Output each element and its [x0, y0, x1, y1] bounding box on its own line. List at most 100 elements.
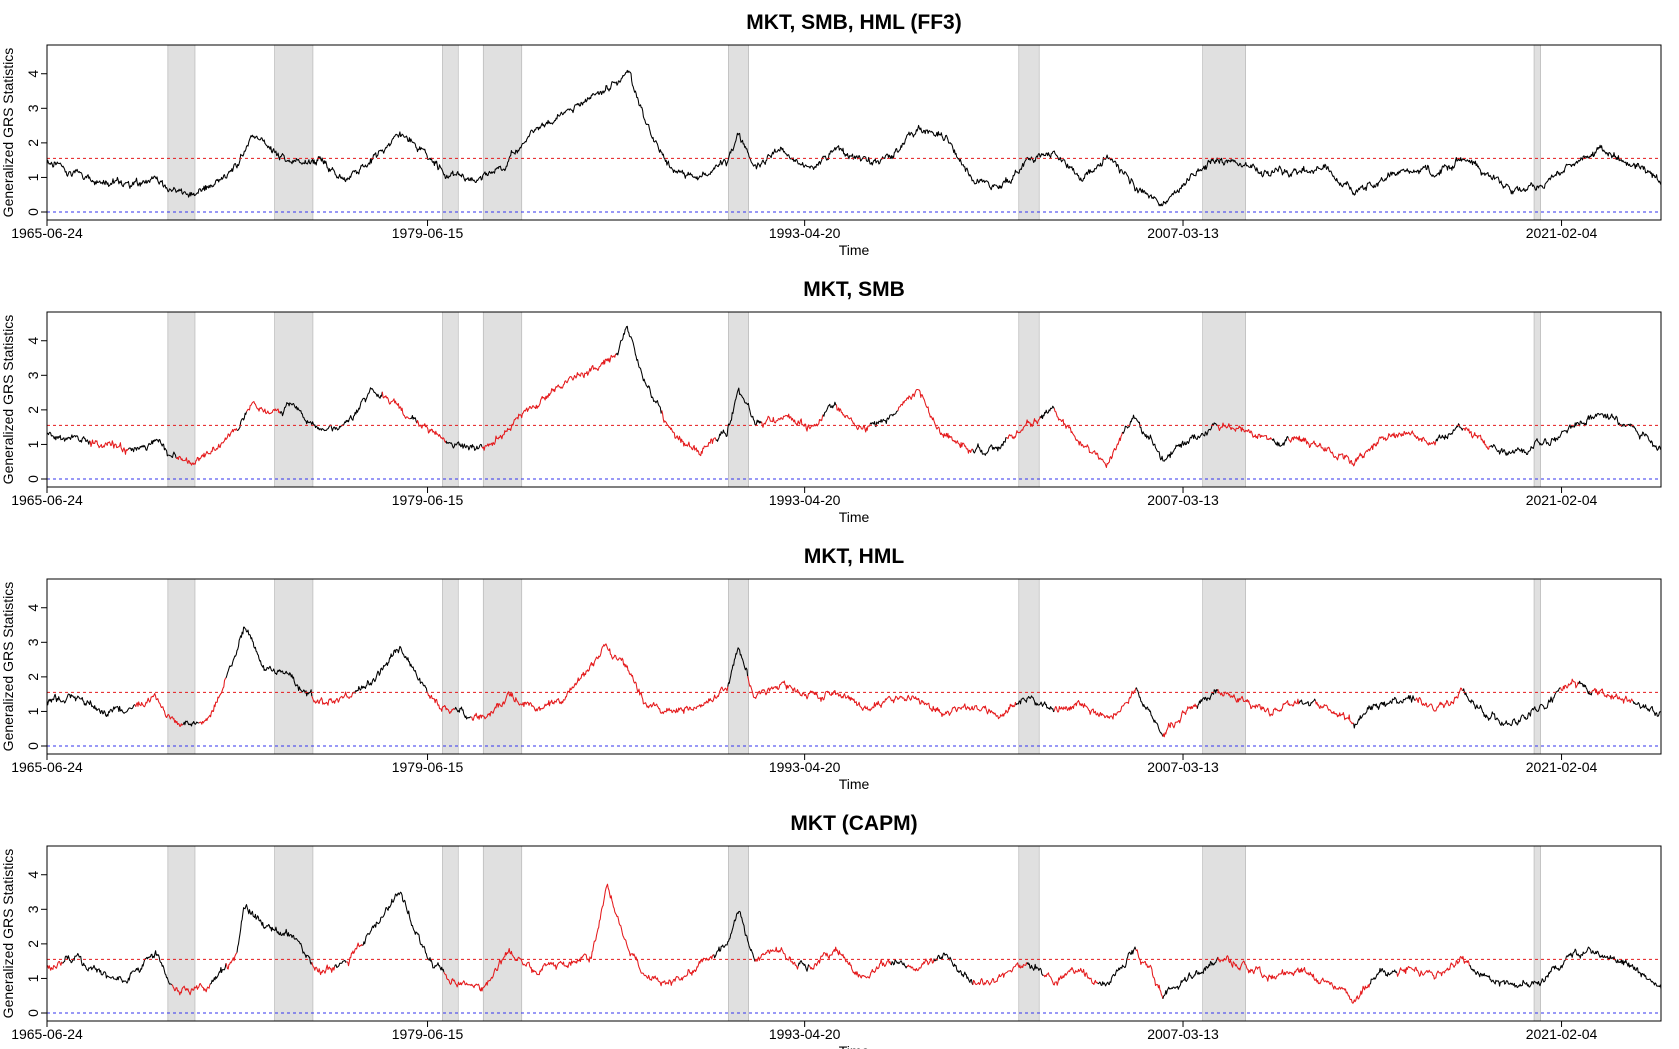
recession-band — [482, 44, 523, 221]
y-tick-label: 2 — [25, 406, 41, 414]
series-line — [972, 437, 1007, 456]
x-tick-label: 2007-03-13 — [1147, 225, 1219, 241]
series-line — [1578, 680, 1593, 696]
recession-band — [442, 311, 459, 488]
recession-band — [442, 578, 459, 755]
recession-band — [1018, 311, 1040, 488]
y-tick-label: 1 — [25, 974, 41, 982]
x-tick-label: 2007-03-13 — [1147, 1026, 1219, 1042]
series-line — [1469, 946, 1662, 989]
series-line — [46, 431, 91, 445]
y-tick-label: 2 — [25, 940, 41, 948]
recession-band — [1533, 44, 1541, 221]
series-line-rejected — [747, 675, 1017, 720]
series-line — [1271, 435, 1289, 447]
series-line-rejected — [661, 410, 717, 457]
series-line — [1122, 414, 1219, 462]
y-tick-label: 0 — [25, 208, 41, 216]
x-tick-label: 1979-06-15 — [392, 759, 464, 775]
series-line-rejected — [134, 692, 184, 727]
series-line-rejected — [1462, 427, 1491, 450]
x-tick-label: 1979-06-15 — [392, 225, 464, 241]
panel-title: MKT, SMB — [803, 278, 905, 301]
series-line — [362, 891, 445, 973]
series-line-rejected — [171, 982, 211, 996]
series-line-rejected — [835, 404, 871, 433]
x-tick-label: 2007-03-13 — [1147, 759, 1219, 775]
series-line — [409, 414, 418, 424]
series-line-rejected — [1217, 689, 1300, 717]
recession-band — [1018, 845, 1040, 1022]
panel-3: MKT, HML 0 1 2 3 4 Generalized GRS Statistics 1… — [0, 545, 1662, 792]
series-line — [1015, 695, 1055, 713]
panel-title: MKT, SMB, HML (FF3) — [746, 11, 961, 34]
series-line-rejected — [381, 391, 411, 420]
series-line-rejected — [1217, 422, 1273, 441]
x-tick-label: 1965-06-24 — [11, 492, 83, 508]
series-line-rejected — [1217, 955, 1371, 1004]
series-line-rejected — [470, 643, 729, 721]
series-line — [1489, 412, 1662, 456]
recession-band — [1202, 44, 1246, 221]
x-tick-label: 1979-06-15 — [392, 1026, 464, 1042]
series-line — [445, 440, 483, 451]
recession-band — [1018, 44, 1040, 221]
series-line-rejected — [1053, 688, 1137, 720]
series-line — [279, 387, 383, 432]
recession-band — [274, 578, 314, 755]
series-line — [1462, 687, 1561, 727]
x-axis-label: Time — [839, 242, 870, 258]
y-axis-label: Generalized GRS Statistics — [0, 582, 16, 752]
series-line — [1039, 405, 1055, 420]
series-line — [1097, 946, 1137, 987]
panel-4: MKT (CAPM) 0 1 2 3 4 Generalized GRS Statistic… — [0, 812, 1662, 1049]
y-tick-label: 1 — [25, 707, 41, 715]
y-tick-label: 2 — [25, 673, 41, 681]
x-tick-label: 2007-03-13 — [1147, 492, 1219, 508]
y-tick-label: 3 — [25, 104, 41, 112]
x-axis-label: Time — [839, 509, 870, 525]
recession-band — [167, 845, 196, 1022]
series-line-rejected — [175, 428, 238, 466]
series-line-rejected — [225, 952, 238, 970]
x-axis-label: Time — [839, 1043, 870, 1049]
series-line — [1353, 694, 1416, 729]
panel-1: MKT, SMB, HML (FF3) 0 1 2 3 4 Generalized GRS … — [0, 11, 1662, 258]
x-tick-label: 1993-04-20 — [769, 492, 841, 508]
recession-band — [167, 311, 196, 488]
series-line — [236, 904, 313, 965]
x-tick-label: 1993-04-20 — [769, 759, 841, 775]
x-tick-label: 1965-06-24 — [11, 1026, 83, 1042]
series-line-rejected — [1287, 430, 1437, 467]
y-tick-label: 0 — [25, 1009, 41, 1017]
series-line — [933, 952, 974, 986]
series-line-rejected — [1006, 416, 1041, 440]
recession-band — [442, 44, 459, 221]
series-line — [1632, 700, 1662, 717]
series-line — [1026, 962, 1044, 976]
plot-frame — [46, 311, 1662, 488]
series-line — [715, 387, 763, 442]
recession-band — [482, 845, 523, 1022]
series-line-rejected — [1560, 678, 1580, 692]
series-line-rejected — [1396, 955, 1471, 980]
y-tick-label: 1 — [25, 173, 41, 181]
series-line-rejected — [1414, 687, 1464, 712]
y-tick-label: 0 — [25, 475, 41, 483]
x-tick-label: 1993-04-20 — [769, 225, 841, 241]
series-line-rejected — [89, 439, 129, 455]
x-tick-label: 2021-02-04 — [1526, 1026, 1598, 1042]
y-axis-label: Generalized GRS Statistics — [0, 48, 16, 218]
series-line-rejected — [972, 962, 1028, 986]
recession-band — [274, 311, 314, 488]
series-line-rejected — [1043, 966, 1098, 986]
recession-band — [727, 44, 749, 221]
plot-frame — [46, 578, 1662, 755]
recession-band — [1533, 845, 1541, 1022]
recession-band — [727, 578, 749, 755]
y-tick-label: 4 — [25, 70, 41, 78]
panel-title: MKT, HML — [804, 545, 904, 568]
y-tick-label: 3 — [25, 371, 41, 379]
series-line — [1162, 956, 1219, 1000]
plot-frame — [46, 845, 1662, 1022]
